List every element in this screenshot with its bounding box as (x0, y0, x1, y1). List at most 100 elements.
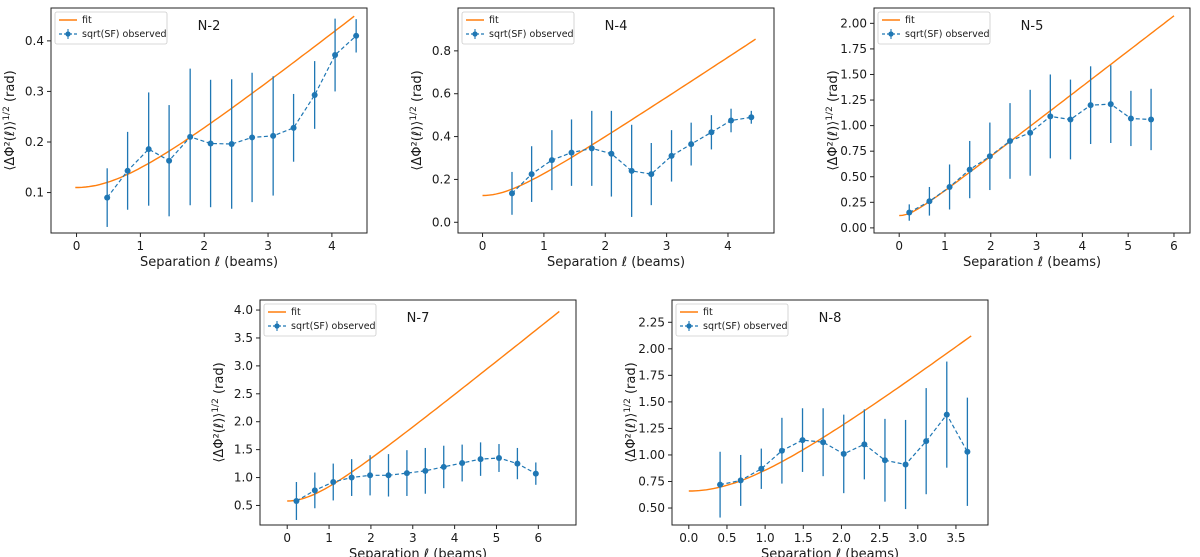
legend-fit-label: fit (82, 15, 92, 26)
plot-area (688, 335, 972, 518)
observed-point (166, 157, 173, 164)
x-tick-label: 3.0 (908, 531, 927, 545)
legend: fit sqrt(SF) observed (675, 303, 789, 337)
x-axis-label: Separation ℓ (beams) (140, 255, 278, 270)
chart-title: N-8 (819, 311, 842, 326)
x-tick-label: 0.0 (679, 531, 698, 545)
x-tick-label: 3 (264, 239, 272, 253)
x-tick-label: 4 (328, 239, 336, 253)
observed-point (422, 467, 429, 474)
y-tick-label: 0.4 (25, 34, 44, 48)
y-axis-label-main: ⟨ΔΦ²(ℓ)⟩ (624, 413, 639, 463)
x-axis-label: Separation ℓ (beams) (349, 547, 487, 557)
chart-panel-3: 0 1 2 3 4 5 6 0.00 0.25 0.50 0.75 1.00 1.25 1.50 1.75 2… (825, 7, 1191, 270)
x-tick-label: 4 (1079, 239, 1087, 253)
axes-frame (50, 7, 368, 234)
y-axis-label-exponent: 1/2 (2, 106, 12, 120)
observed-point (330, 479, 337, 486)
observed-point (495, 455, 502, 462)
observed-point (124, 167, 131, 174)
axes-frame (259, 299, 577, 526)
observed-point (249, 134, 256, 141)
y-axis-label-main: ⟨ΔΦ²(ℓ)⟩ (3, 121, 18, 171)
y-tick-label: 0.00 (840, 221, 867, 235)
y-axis-label-exponent: 1/2 (211, 398, 221, 412)
legend: fit sqrt(SF) observed (877, 11, 991, 45)
y-tick-label: 0.25 (840, 195, 867, 209)
y-tick-label: 0.50 (638, 501, 665, 515)
y-tick-label: 0.3 (25, 84, 44, 98)
fit-curve (688, 335, 972, 492)
observed-point (1047, 113, 1054, 120)
observed-point (648, 171, 655, 178)
x-axis-label: Separation ℓ (beams) (761, 547, 899, 557)
x-tick-label: 5 (1124, 239, 1132, 253)
chart-panel-1: 0 1 2 3 4 0.1 0.2 0.3 0.4 N-2 fit sqrt(SF) observed… (2, 7, 368, 270)
observed-point (353, 32, 360, 39)
plot-area (75, 15, 360, 227)
observed-point (902, 461, 909, 468)
legend-observed-marker (686, 323, 692, 329)
observed-point (1007, 137, 1014, 144)
y-tick-label: 1.0 (234, 471, 253, 485)
y-axis-label-exponent: 1/2 (409, 106, 419, 120)
y-tick-label: 0.0 (432, 215, 451, 229)
observed-point (440, 463, 447, 470)
y-tick-label: 2.0 (234, 415, 253, 429)
observed-point (532, 470, 539, 477)
observed-point (820, 439, 827, 446)
y-axis-label-unit: (rad) (3, 70, 18, 106)
x-tick-label: 1 (540, 239, 548, 253)
x-axis-label: Separation ℓ (beams) (963, 255, 1101, 270)
x-tick-label: 3.5 (946, 531, 965, 545)
y-tick-label: 0.75 (638, 474, 665, 488)
observed-point (311, 91, 318, 98)
x-tick-label: 1.0 (756, 531, 775, 545)
x-tick-label: 1 (941, 239, 949, 253)
y-axis-label-main: ⟨ΔΦ²(ℓ)⟩ (826, 121, 841, 171)
legend-fit-label: fit (291, 307, 301, 318)
y-tick-label: 4.0 (234, 303, 253, 317)
legend-frame (263, 303, 377, 337)
y-axis-label-exponent: 1/2 (825, 106, 835, 120)
x-tick-label: 4 (451, 531, 459, 545)
observed-point (1027, 129, 1034, 136)
observed-point (228, 141, 235, 148)
x-tick-label: 2 (601, 239, 609, 253)
observed-point (923, 438, 930, 445)
x-tick-label: 0 (895, 239, 903, 253)
y-tick-label: 1.5 (234, 443, 253, 457)
observed-point (588, 145, 595, 152)
observed-point (477, 456, 484, 463)
y-tick-label: 0.2 (432, 172, 451, 186)
y-tick-label: 2.25 (638, 315, 665, 329)
legend-frame (675, 303, 789, 337)
x-tick-label: 0.5 (717, 531, 736, 545)
observed-point (840, 450, 847, 457)
observed-point (568, 149, 575, 156)
observed-point (964, 448, 971, 455)
observed-point (748, 114, 755, 121)
legend-frame (877, 11, 991, 45)
observed-point (514, 460, 521, 467)
y-axis-label-exponent: 1/2 (623, 398, 633, 412)
legend: fit sqrt(SF) observed (263, 303, 377, 337)
observed-point (528, 171, 535, 178)
legend-observed-label: sqrt(SF) observed (703, 321, 788, 332)
observed-point (187, 133, 194, 140)
observed-point (737, 477, 744, 484)
observed-point (104, 194, 111, 201)
observed-point (1127, 115, 1134, 122)
observed-point (548, 157, 555, 164)
observed-point (986, 153, 993, 160)
observed-point (385, 472, 392, 479)
observed-point (332, 52, 339, 59)
observed-point (881, 457, 888, 464)
x-tick-label: 2.5 (870, 531, 889, 545)
observed-point (708, 129, 715, 136)
y-axis-label: ⟨ΔΦ²(ℓ)⟩1/2 (rad) (211, 362, 227, 462)
fit-curve (899, 15, 1175, 217)
observed-point (861, 441, 868, 448)
y-axis-label-unit: (rad) (212, 362, 227, 398)
